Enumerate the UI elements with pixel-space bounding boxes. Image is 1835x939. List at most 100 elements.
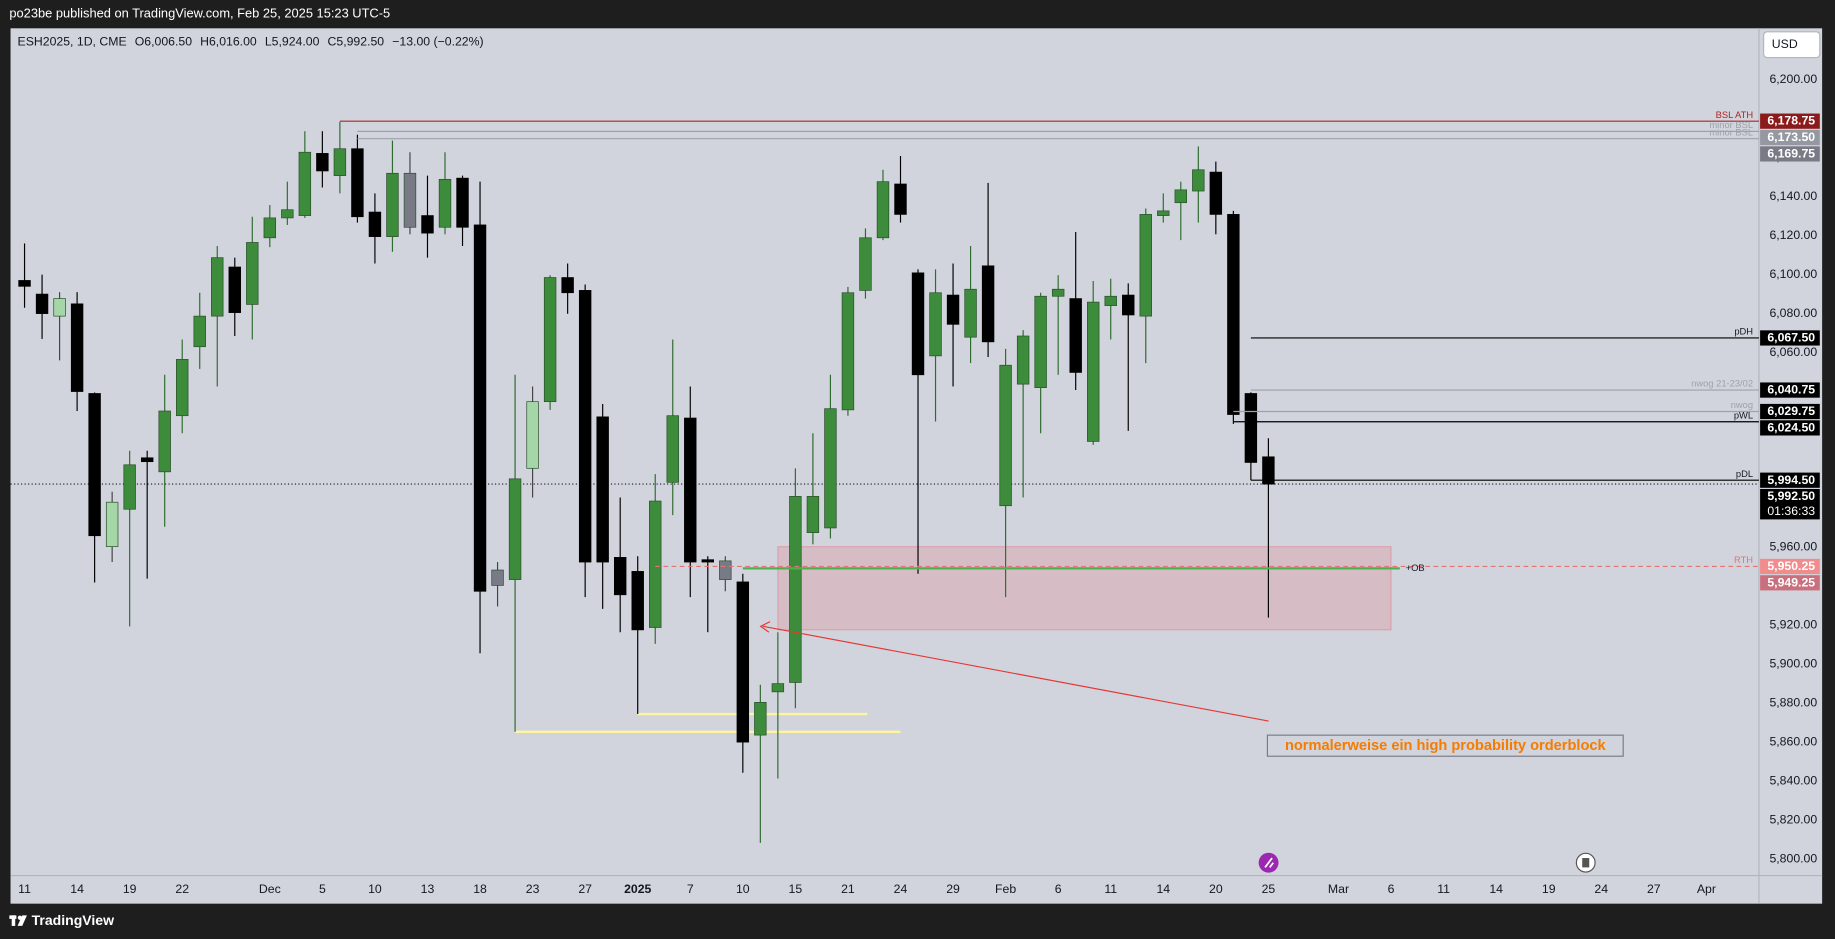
x-tick-label: 18 bbox=[473, 882, 487, 896]
candle-body bbox=[403, 172, 417, 228]
y-tick-label: 5,840.00 bbox=[1769, 774, 1817, 788]
candle-body bbox=[684, 417, 697, 563]
candle-body bbox=[1139, 214, 1152, 317]
candle-body bbox=[1262, 456, 1275, 485]
chart-pane bbox=[10, 28, 1823, 904]
ohlc-label: C5,992.50 bbox=[328, 35, 385, 49]
level-label: BSL ATH bbox=[1716, 110, 1753, 120]
y-tick-label: 5,800.00 bbox=[1769, 851, 1817, 865]
candle-body bbox=[1122, 294, 1135, 316]
x-tick-label: Feb bbox=[995, 882, 1016, 896]
candle-body bbox=[1104, 295, 1117, 306]
ohlc-label: L5,924.00 bbox=[265, 35, 320, 49]
y-tick-label: 5,820.00 bbox=[1769, 812, 1817, 826]
x-tick-label: 27 bbox=[1647, 882, 1661, 896]
x-tick-label: 19 bbox=[123, 882, 137, 896]
level-label: minor BSL bbox=[1709, 127, 1753, 137]
candle-body bbox=[876, 181, 890, 239]
currency-button[interactable] bbox=[1763, 31, 1821, 59]
candle-body bbox=[596, 416, 609, 563]
y-tick-label: 6,080.00 bbox=[1769, 306, 1817, 320]
x-tick-label: 11 bbox=[1104, 882, 1117, 896]
price-box bbox=[1760, 382, 1820, 398]
candle-body bbox=[613, 557, 627, 596]
price-box bbox=[1760, 558, 1820, 575]
x-tick-label: 14 bbox=[1489, 882, 1503, 896]
candle-body bbox=[193, 315, 206, 348]
candle-body bbox=[543, 277, 557, 403]
ohlc-label: H6,016.00 bbox=[200, 35, 257, 49]
candle-body bbox=[666, 415, 679, 483]
candle-body bbox=[176, 359, 189, 417]
annotation: normalerweise ein high probability order… bbox=[1285, 738, 1607, 754]
x-tick-label: 15 bbox=[789, 882, 803, 896]
candle-body bbox=[824, 408, 837, 529]
candle-body bbox=[1244, 393, 1258, 463]
x-tick-label: 24 bbox=[1594, 882, 1608, 896]
candle-body bbox=[771, 683, 785, 693]
candle-body bbox=[1016, 335, 1030, 385]
level-label: pDH bbox=[1734, 327, 1753, 337]
x-tick-label: 14 bbox=[70, 882, 84, 896]
candle-body bbox=[1192, 169, 1205, 192]
x-tick-label: 20 bbox=[1209, 882, 1223, 896]
candle-body bbox=[1209, 171, 1223, 215]
ohlc-change: −13.00 (−0.22%) bbox=[392, 35, 483, 49]
candle-body bbox=[35, 293, 49, 314]
candle-body bbox=[228, 266, 241, 313]
x-tick-label: 13 bbox=[421, 882, 435, 896]
x-tick-label: Mar bbox=[1328, 882, 1349, 896]
x-tick-label: 5 bbox=[319, 882, 326, 896]
x-tick-label: 27 bbox=[578, 882, 592, 896]
price-box bbox=[1760, 113, 1820, 129]
candle-body bbox=[508, 478, 522, 580]
candle-body bbox=[53, 298, 66, 317]
candle-body bbox=[789, 496, 802, 683]
price-box-label: 6,169.75 bbox=[1767, 147, 1815, 161]
candle-body bbox=[211, 257, 224, 317]
price-box-label: 6,173.50 bbox=[1767, 130, 1815, 144]
y-tick-label: 6,120.00 bbox=[1769, 228, 1817, 242]
candle-body bbox=[1069, 298, 1082, 373]
brand-logo bbox=[9, 915, 27, 926]
price-box-label: 6,040.75 bbox=[1767, 383, 1815, 397]
y-tick-label: 6,140.00 bbox=[1769, 189, 1817, 203]
arrow bbox=[762, 625, 1269, 722]
candle-body bbox=[736, 581, 750, 743]
price-box bbox=[1760, 129, 1820, 146]
arrow-head bbox=[759, 621, 771, 633]
price-box bbox=[1760, 420, 1820, 436]
candle-body bbox=[70, 303, 84, 392]
candle-body bbox=[1087, 301, 1100, 442]
price-box bbox=[1760, 575, 1820, 591]
candle-body bbox=[316, 153, 329, 172]
level-label: +OB bbox=[1406, 563, 1425, 573]
candle-body bbox=[105, 501, 119, 548]
candle-body bbox=[298, 151, 312, 216]
candle-body bbox=[386, 172, 399, 237]
x-tick-label: 6 bbox=[1388, 882, 1395, 896]
price-box-label: 6,024.50 bbox=[1767, 420, 1815, 434]
candle-body bbox=[473, 224, 487, 592]
candle-body bbox=[1051, 288, 1065, 297]
candle-body bbox=[246, 242, 259, 305]
brand: TradingView bbox=[32, 912, 114, 928]
candle-body bbox=[1034, 295, 1047, 388]
price-box bbox=[1760, 488, 1820, 520]
candle-body bbox=[281, 209, 294, 219]
candle-body bbox=[421, 215, 434, 234]
symbol-header: ESH2025, 1D, CME O6,006.50 H6,016.00 L5,… bbox=[18, 35, 484, 49]
candle-body bbox=[841, 292, 855, 411]
price-box-label: 6,029.75 bbox=[1767, 404, 1815, 418]
back-layer: 5,800.00 5,820.00 5,840.00 5,860.00 5,880.00… bbox=[10, 72, 1817, 896]
level-label: nwog bbox=[1731, 400, 1753, 410]
candle-body bbox=[1157, 210, 1170, 216]
candle-body bbox=[351, 148, 364, 218]
candle-body bbox=[964, 288, 977, 338]
x-tick-label: Apr bbox=[1697, 882, 1716, 896]
price-box-label: 5,994.50 bbox=[1767, 473, 1815, 487]
y-tick-label: 5,900.00 bbox=[1769, 657, 1817, 671]
price-box bbox=[1760, 330, 1820, 346]
candle-body bbox=[1227, 214, 1240, 415]
